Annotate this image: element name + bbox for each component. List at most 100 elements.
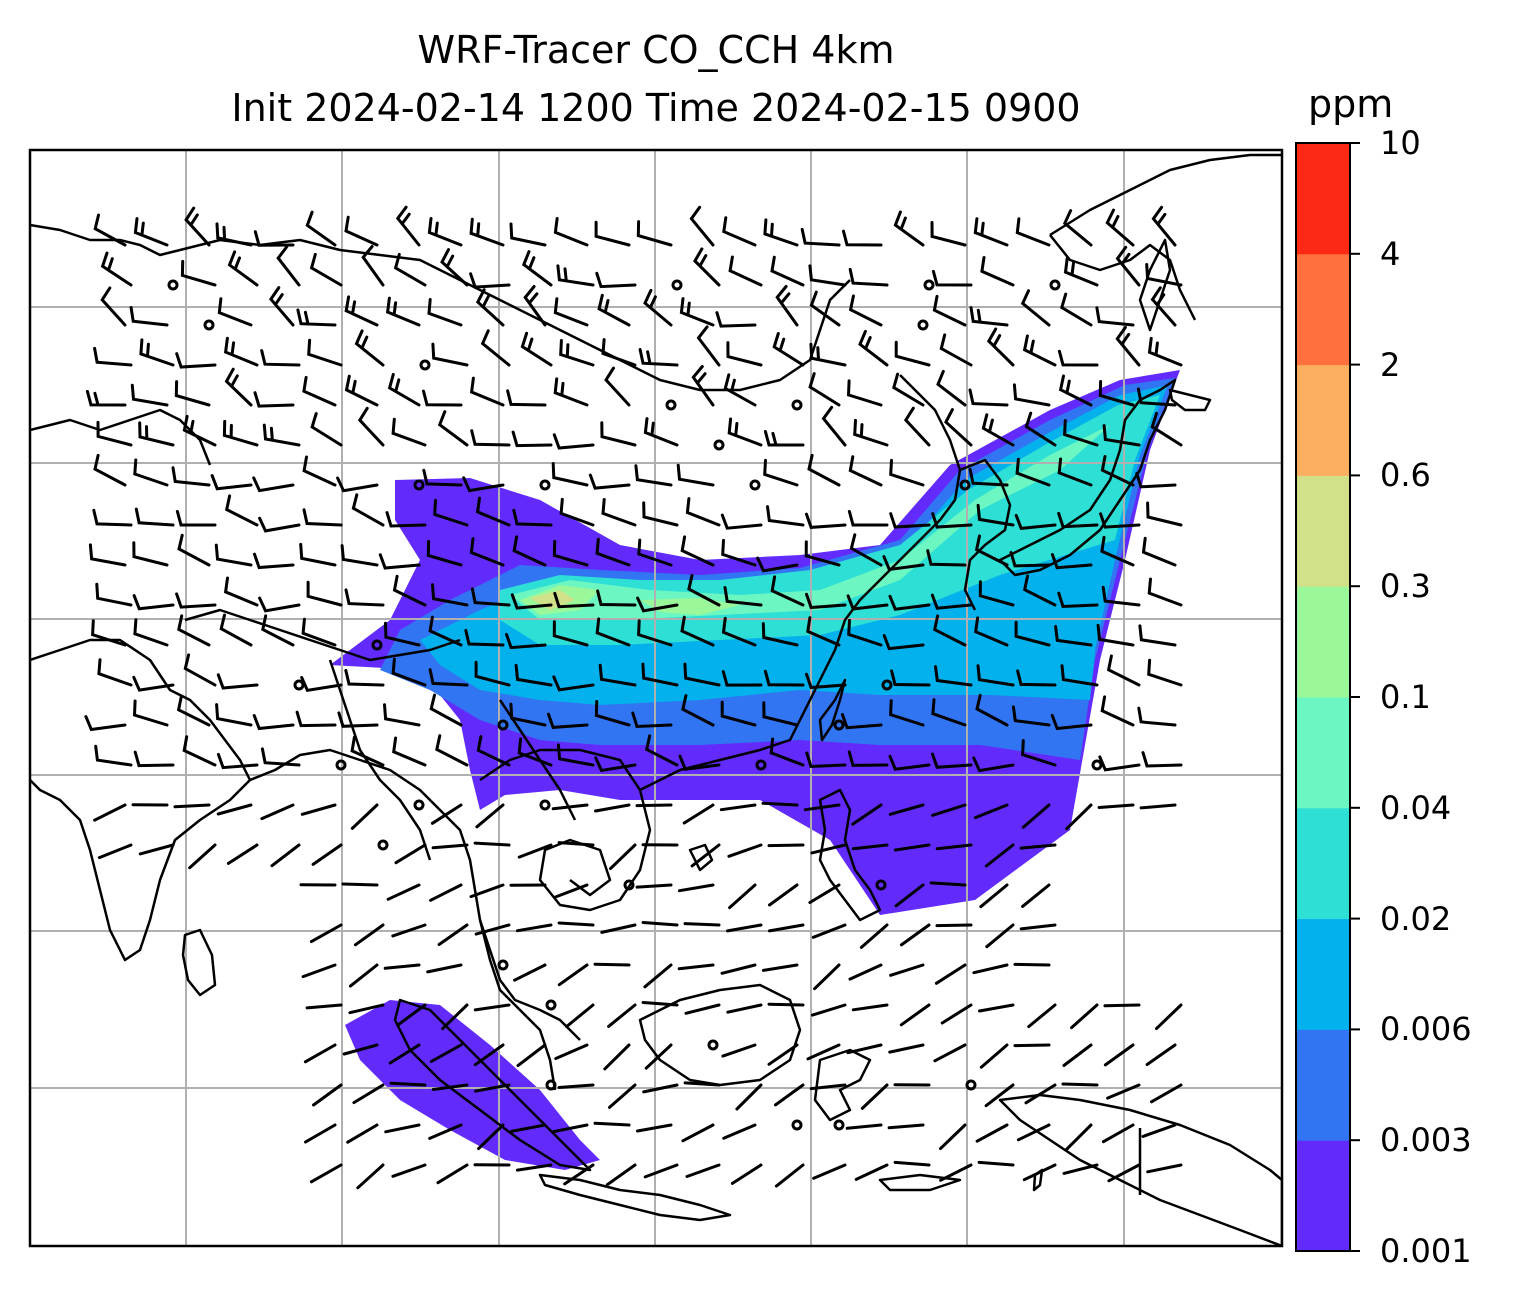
wind-barb bbox=[1012, 383, 1051, 407]
wind-barb bbox=[222, 419, 259, 447]
wind-barb bbox=[138, 843, 175, 856]
wind-barb bbox=[426, 540, 463, 567]
wind-barb bbox=[684, 1003, 721, 1015]
wind-barb bbox=[806, 1043, 841, 1061]
wind-barb bbox=[845, 1123, 883, 1130]
map-frame bbox=[28, 148, 1284, 1248]
colorbar-tick-label: 10 bbox=[1380, 124, 1421, 162]
wind-barb bbox=[940, 1003, 973, 1025]
wind-barb bbox=[1063, 256, 1099, 287]
wind-barb bbox=[944, 408, 973, 447]
wind-barb bbox=[475, 496, 511, 527]
map-title-line2: Init 2024-02-14 1200 Time 2024-02-15 090… bbox=[231, 86, 1081, 130]
wind-barb bbox=[972, 756, 1015, 773]
border-kazakh bbox=[30, 408, 212, 466]
wind-barb bbox=[894, 883, 925, 908]
wind-barb bbox=[851, 1003, 889, 1012]
wind-barb bbox=[311, 843, 343, 866]
wind-barb bbox=[210, 474, 253, 491]
colorbar-segment bbox=[1296, 1140, 1350, 1252]
wind-barb bbox=[636, 220, 673, 247]
wind-barb bbox=[1019, 843, 1057, 850]
wind-barb bbox=[296, 308, 337, 327]
wind-barb bbox=[133, 217, 169, 247]
wind-barb bbox=[475, 288, 505, 327]
wind-barb bbox=[378, 553, 421, 570]
wind-barb bbox=[351, 493, 385, 527]
wind-barb bbox=[767, 843, 805, 848]
wind-barb bbox=[299, 542, 337, 567]
wind-barb bbox=[893, 843, 931, 852]
wind-barb bbox=[1027, 1003, 1057, 1029]
wind-barb bbox=[595, 617, 631, 647]
wind-barb bbox=[1098, 380, 1135, 407]
coastline-malay bbox=[478, 919, 557, 1091]
wind-barb bbox=[270, 843, 301, 868]
wind-barb bbox=[696, 325, 721, 367]
wind-barb bbox=[1016, 1123, 1051, 1142]
wind-barb bbox=[979, 1043, 1009, 1069]
wind-barb bbox=[312, 1083, 343, 1107]
wind-barb bbox=[678, 883, 715, 893]
wind-barb bbox=[306, 580, 343, 607]
wind-barb bbox=[464, 628, 505, 647]
wind-barb bbox=[84, 715, 127, 732]
wind-barb bbox=[260, 747, 301, 767]
wind-barb bbox=[224, 494, 259, 527]
wind-barb bbox=[552, 433, 595, 450]
wind-barb bbox=[523, 285, 547, 327]
wind-barb bbox=[728, 883, 757, 910]
wind-barb bbox=[391, 417, 427, 447]
wind-barb bbox=[805, 512, 847, 529]
wind-barb bbox=[720, 963, 757, 975]
wind-barb bbox=[552, 1123, 589, 1134]
wind-calm-marker bbox=[965, 1079, 977, 1091]
coastline-taiwan bbox=[818, 678, 847, 742]
wind-barb bbox=[301, 617, 337, 647]
wind-barb bbox=[387, 372, 421, 407]
wind-barb bbox=[388, 1043, 421, 1065]
wind-barb bbox=[691, 365, 715, 407]
wind-barb bbox=[596, 589, 637, 607]
wind-barb bbox=[601, 338, 637, 367]
wind-barb bbox=[847, 750, 889, 767]
wind-barb bbox=[594, 803, 631, 813]
wind-barb bbox=[593, 962, 631, 967]
wind-barb bbox=[680, 535, 715, 567]
wind-barb bbox=[346, 1123, 379, 1144]
wind-barb bbox=[175, 592, 217, 609]
wind-barb bbox=[428, 615, 463, 647]
wind-barb bbox=[174, 380, 211, 407]
wind-barb bbox=[730, 1163, 763, 1185]
border-himalaya bbox=[184, 608, 461, 662]
wind-barb bbox=[1150, 286, 1177, 327]
wind-barb bbox=[719, 803, 757, 812]
wind-barb bbox=[557, 963, 589, 987]
wind-barb bbox=[253, 391, 295, 408]
wind-barb bbox=[1022, 334, 1057, 367]
wind-barb bbox=[175, 352, 217, 369]
wind-barb bbox=[968, 468, 1009, 487]
wind-barb bbox=[1146, 1163, 1183, 1174]
wind-barb bbox=[975, 693, 1009, 727]
wind-barb bbox=[1062, 1043, 1093, 1067]
wind-barb bbox=[171, 466, 211, 487]
wind-barb bbox=[269, 286, 295, 327]
wind-barb bbox=[973, 803, 1009, 820]
wind-barb bbox=[846, 379, 883, 407]
wind-barb bbox=[849, 533, 883, 567]
wind-barb bbox=[1014, 513, 1057, 531]
wind-barb bbox=[761, 801, 799, 807]
wind-barb bbox=[644, 1043, 673, 1070]
wind-barb bbox=[770, 255, 805, 287]
wind-barb bbox=[336, 476, 379, 493]
wind-barb bbox=[344, 374, 379, 407]
coastline-sumatra bbox=[393, 998, 592, 1172]
wind-barb bbox=[986, 327, 1015, 367]
wind-barb bbox=[1100, 695, 1135, 727]
wind-barb bbox=[563, 1163, 595, 1186]
wind-barb bbox=[129, 306, 169, 327]
wind-barb bbox=[307, 338, 343, 367]
wind-barb bbox=[931, 803, 967, 817]
wind-calm-marker bbox=[293, 679, 305, 691]
